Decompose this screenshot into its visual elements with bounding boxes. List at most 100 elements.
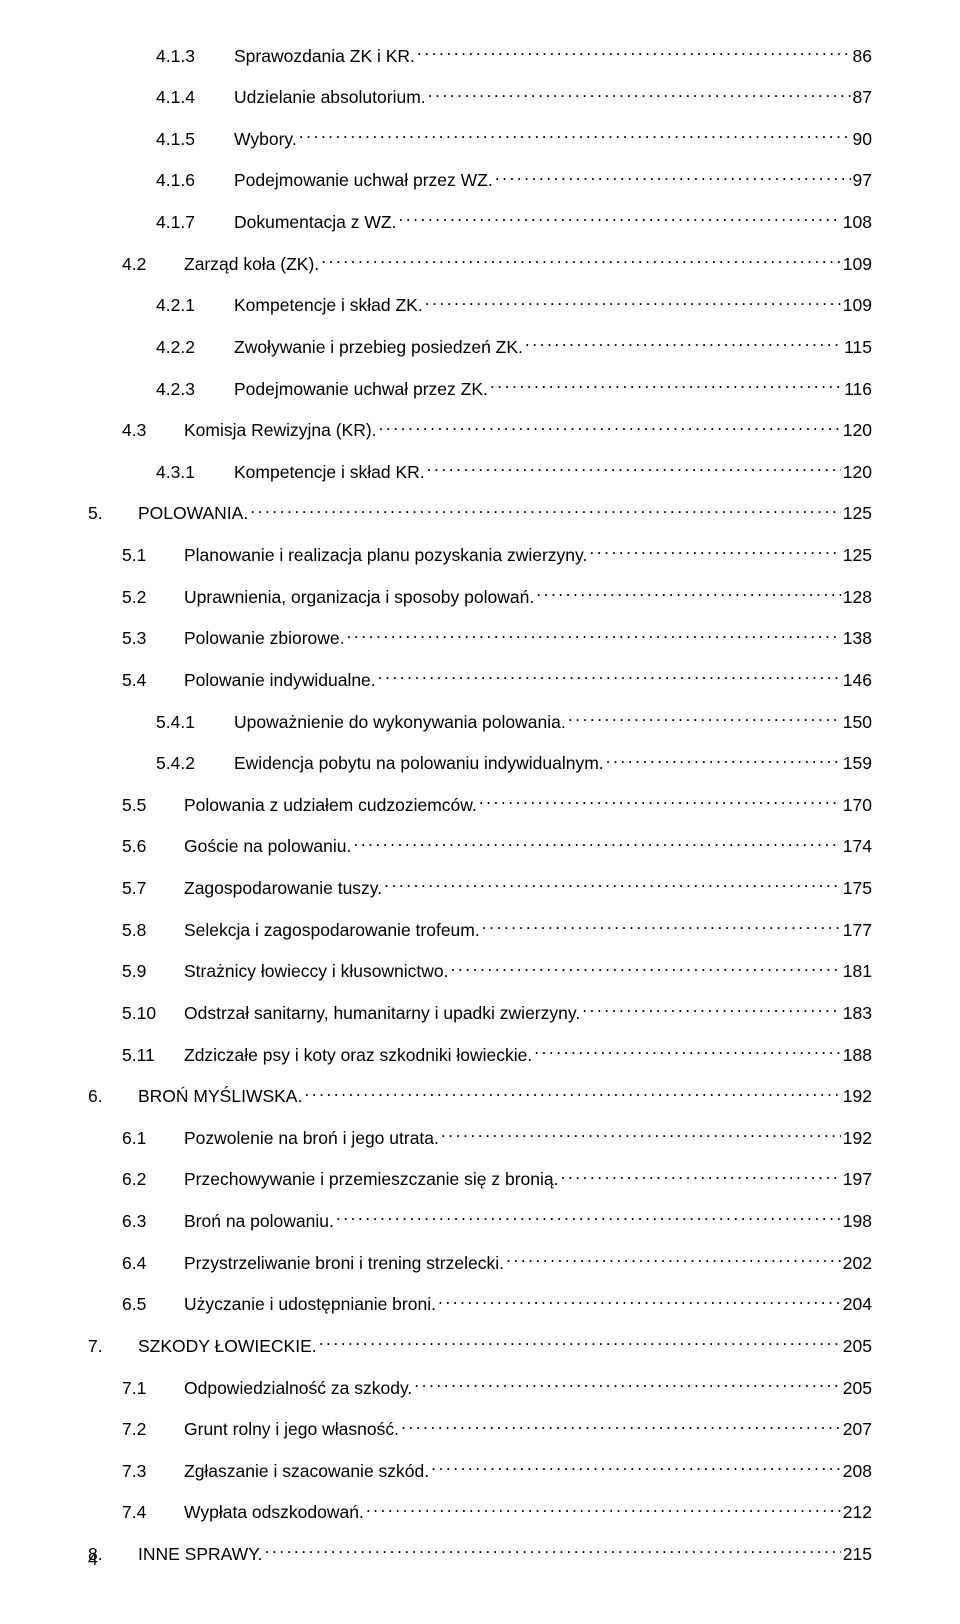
toc-entry: 5.9Strażnicy łowieccy i kłusownictwo.181 — [88, 960, 872, 984]
toc-leader-dots — [431, 1459, 841, 1477]
toc-leader-dots — [441, 1126, 841, 1144]
toc-entry-page: 115 — [844, 336, 872, 360]
toc-entry-title: Przechowywanie i przemieszczanie się z b… — [184, 1168, 558, 1192]
toc-entry-number: 4.2.2 — [156, 336, 234, 360]
toc-entry-title: BROŃ MYŚLIWSKA. — [138, 1085, 302, 1109]
toc-leader-dots — [398, 211, 840, 229]
toc-entry-number: 5.9 — [122, 960, 184, 984]
toc-entry-title: Odpowiedzialność za szkody. — [184, 1377, 412, 1401]
toc-entry: 4.1.5Wybory.90 — [88, 127, 872, 151]
toc-entry: 5.7Zagospodarowanie tuszy.175 — [88, 877, 872, 901]
toc-entry-title: Podejmowanie uchwał przez WZ. — [234, 169, 493, 193]
toc-entry-page: 192 — [843, 1085, 872, 1109]
toc-entry: 7.SZKODY ŁOWIECKIE.205 — [88, 1334, 872, 1358]
toc-entry-title: POLOWANIA. — [138, 502, 248, 526]
toc-entry-page: 125 — [843, 502, 872, 526]
toc-entry: 5.1Planowanie i realizacja planu pozyska… — [88, 544, 872, 568]
page-number: 4 — [88, 1549, 98, 1570]
toc-entry-title: Zgłaszanie i szacowanie szkód. — [184, 1460, 429, 1484]
toc-entry-number: 5.4.1 — [156, 711, 234, 735]
toc-leader-dots — [321, 252, 841, 270]
toc-entry-page: 86 — [853, 45, 872, 69]
toc-entry-number: 5. — [88, 502, 138, 526]
toc-leader-dots — [438, 1293, 841, 1311]
toc-entry: 7.4Wypłata odszkodowań.212 — [88, 1501, 872, 1525]
toc-leader-dots — [353, 835, 840, 853]
toc-entry-title: Uprawnienia, organizacja i sposoby polow… — [184, 586, 534, 610]
toc-entry-page: 197 — [843, 1168, 872, 1192]
toc-leader-dots — [250, 502, 841, 520]
toc-entry-number: 6.2 — [122, 1168, 184, 1192]
toc-leader-dots — [589, 544, 840, 562]
toc-leader-dots — [506, 1251, 841, 1269]
toc-entry-title: Wybory. — [234, 128, 297, 152]
toc-entry-page: 125 — [843, 544, 872, 568]
toc-entry-page: 188 — [843, 1044, 872, 1068]
toc-entry-number: 5.1 — [122, 544, 184, 568]
toc-entry: 5.8Selekcja i zagospodarowanie trofeum.1… — [88, 918, 872, 942]
toc-leader-dots — [378, 668, 841, 686]
toc-entry-number: 6.1 — [122, 1127, 184, 1151]
toc-entry: 7.2Grunt rolny i jego własność.207 — [88, 1418, 872, 1442]
toc-leader-dots — [401, 1418, 841, 1436]
toc-leader-dots — [264, 1543, 840, 1561]
toc-entry: 5.10Odstrzał sanitarny, humanitarny i up… — [88, 1001, 872, 1025]
toc-entry-page: 207 — [843, 1418, 872, 1442]
toc-entry: 4.1.4Udzielanie absolutorium.87 — [88, 86, 872, 110]
toc-entry-title: Ewidencja pobytu na polowaniu indywidual… — [234, 752, 604, 776]
toc-entry-page: 198 — [843, 1210, 872, 1234]
toc-leader-dots — [319, 1334, 841, 1352]
toc-entry-number: 6.3 — [122, 1210, 184, 1234]
toc-entry-number: 5.8 — [122, 919, 184, 943]
toc-entry: 5.11Zdziczałe psy i koty oraz szkodniki … — [88, 1043, 872, 1067]
toc-entry-number: 6.4 — [122, 1252, 184, 1276]
toc-entry-page: 109 — [843, 253, 872, 277]
toc-entry-page: 212 — [843, 1501, 872, 1525]
toc-leader-dots — [525, 335, 842, 353]
toc-entry-page: 174 — [843, 835, 872, 859]
toc-leader-dots — [482, 918, 841, 936]
toc-entry-page: 146 — [843, 669, 872, 693]
toc-entry-number: 5.4.2 — [156, 752, 234, 776]
toc-entry-page: 120 — [843, 461, 872, 485]
toc-entry: 7.1Odpowiedzialność za szkody.205 — [88, 1376, 872, 1400]
toc-leader-dots — [379, 419, 841, 437]
toc-entry: 4.1.3Sprawozdania ZK i KR.86 — [88, 44, 872, 68]
toc-entry-title: SZKODY ŁOWIECKIE. — [138, 1335, 317, 1359]
toc-leader-dots — [490, 377, 842, 395]
toc-entry-title: Kompetencje i skład ZK. — [234, 294, 423, 318]
toc-leader-dots — [582, 1001, 841, 1019]
toc-entry-page: 204 — [843, 1293, 872, 1317]
toc-leader-dots — [534, 1043, 841, 1061]
toc-entry: 6.5Użyczanie i udostępnianie broni.204 — [88, 1293, 872, 1317]
toc-entry-page: 208 — [843, 1460, 872, 1484]
toc-entry: 5.2Uprawnienia, organizacja i sposoby po… — [88, 585, 872, 609]
toc-entry-number: 5.5 — [122, 794, 184, 818]
toc-entry-number: 4.1.7 — [156, 211, 234, 235]
toc-entry-title: Planowanie i realizacja planu pozyskania… — [184, 544, 587, 568]
toc-entry: 6.4Przystrzeliwanie broni i trening strz… — [88, 1251, 872, 1275]
toc-entry: 5.4Polowanie indywidualne.146 — [88, 668, 872, 692]
toc-entry-page: 205 — [843, 1335, 872, 1359]
toc-entry-title: Grunt rolny i jego własność. — [184, 1418, 399, 1442]
toc-entry-page: 202 — [843, 1252, 872, 1276]
toc-entry: 5.POLOWANIA. 125 — [88, 502, 872, 526]
page: 4.1.3Sprawozdania ZK i KR.86 4.1.4Udziela… — [0, 0, 960, 1624]
toc-entry-page: 150 — [843, 711, 872, 735]
toc-entry-number: 7.1 — [122, 1377, 184, 1401]
toc-entry-title: Goście na polowaniu. — [184, 835, 351, 859]
toc-leader-dots — [536, 585, 841, 603]
toc-entry: 6.BROŃ MYŚLIWSKA.192 — [88, 1085, 872, 1109]
toc-entry-page: 177 — [843, 919, 872, 943]
toc-entry-title: INNE SPRAWY. — [138, 1543, 262, 1567]
toc-leader-dots — [495, 169, 851, 187]
toc-entry: 5.5Polowania z udziałem cudzoziemców. 17… — [88, 793, 872, 817]
toc-entry-title: Użyczanie i udostępnianie broni. — [184, 1293, 436, 1317]
toc-leader-dots — [299, 127, 851, 145]
toc-entry: 5.4.1Upoważnienie do wykonywania polowan… — [88, 710, 872, 734]
toc-entry: 5.3Polowanie zbiorowe.138 — [88, 627, 872, 651]
toc-entry: 4.2.1Kompetencje i skład ZK.109 — [88, 294, 872, 318]
toc-entry: 4.3Komisja Rewizyjna (KR). 120 — [88, 419, 872, 443]
toc-entry-number: 5.4 — [122, 669, 184, 693]
toc-entry-page: 138 — [843, 627, 872, 651]
